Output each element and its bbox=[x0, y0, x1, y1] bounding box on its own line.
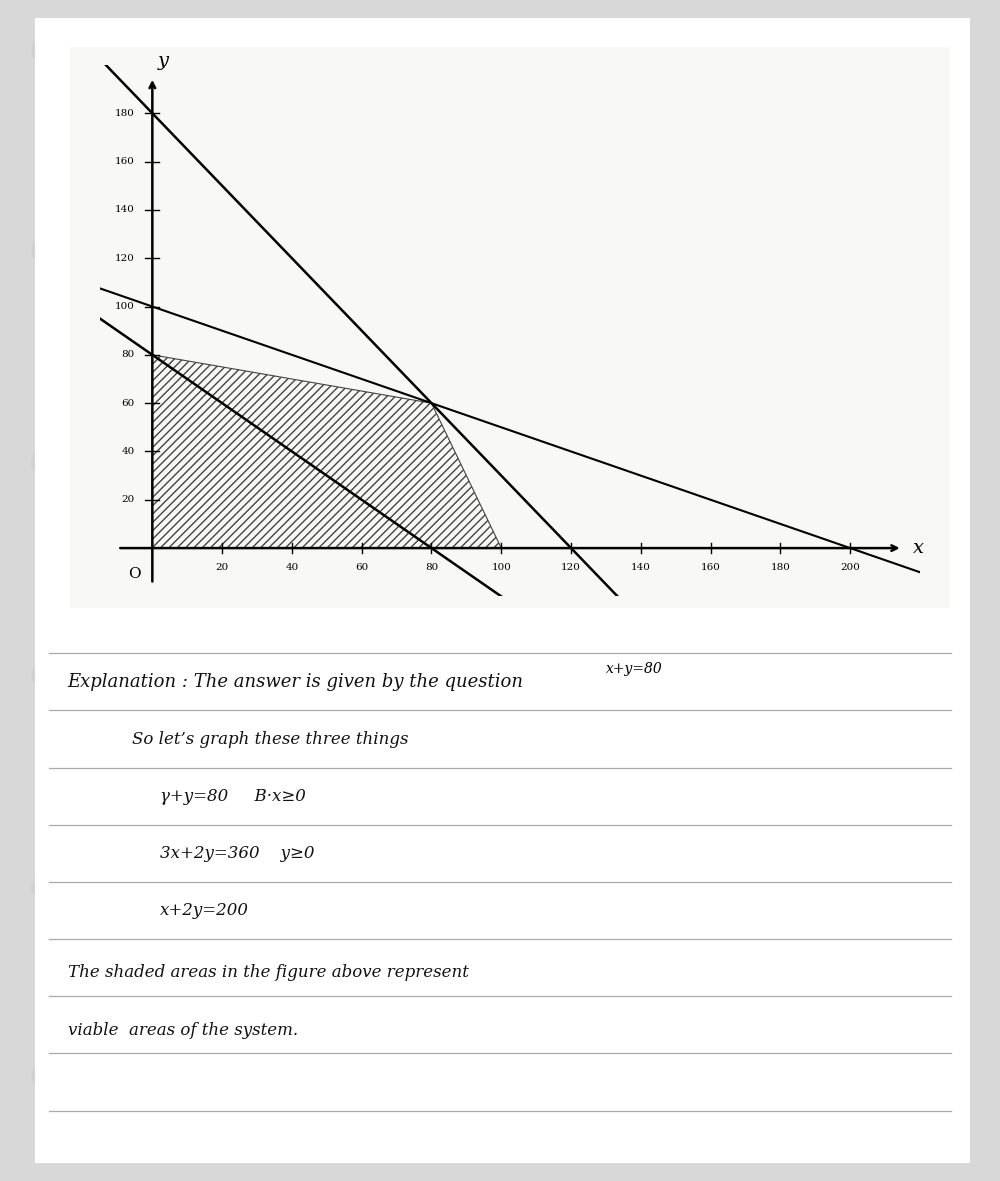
Text: Gouth: Gouth bbox=[520, 233, 644, 267]
Text: 60: 60 bbox=[355, 562, 368, 572]
Text: 180: 180 bbox=[770, 562, 790, 572]
Text: Gouth: Gouth bbox=[760, 233, 884, 267]
Text: 160: 160 bbox=[115, 157, 135, 167]
Text: 100: 100 bbox=[115, 302, 135, 311]
Text: Explanation : The answer is given by the question: Explanation : The answer is given by the… bbox=[68, 673, 524, 691]
Text: x+2y=200: x+2y=200 bbox=[160, 902, 249, 919]
Text: 3x+2y=360    y≥0: 3x+2y=360 y≥0 bbox=[160, 844, 314, 862]
Text: x: x bbox=[913, 539, 924, 557]
Text: 20: 20 bbox=[122, 495, 135, 504]
Text: 80: 80 bbox=[122, 351, 135, 359]
Text: 200: 200 bbox=[840, 562, 860, 572]
Text: 120: 120 bbox=[561, 562, 581, 572]
Text: Gouth: Gouth bbox=[270, 870, 394, 905]
Text: x+y=80: x+y=80 bbox=[606, 661, 663, 676]
Text: 20: 20 bbox=[216, 562, 229, 572]
Text: 80: 80 bbox=[425, 562, 438, 572]
Text: Gouth: Gouth bbox=[760, 1059, 884, 1094]
Text: y: y bbox=[157, 52, 168, 70]
Text: Gouth: Gouth bbox=[270, 445, 394, 479]
Text: Gouth: Gouth bbox=[520, 870, 644, 905]
Text: Gouth: Gouth bbox=[270, 1059, 394, 1094]
Text: 40: 40 bbox=[122, 446, 135, 456]
Text: Gouth: Gouth bbox=[760, 32, 884, 66]
Text: 40: 40 bbox=[285, 562, 299, 572]
Text: 180: 180 bbox=[115, 109, 135, 118]
Text: Gouth: Gouth bbox=[270, 32, 394, 66]
Text: 100: 100 bbox=[491, 562, 511, 572]
Text: Gouth: Gouth bbox=[30, 445, 154, 479]
Text: 160: 160 bbox=[701, 562, 721, 572]
Text: Gouth: Gouth bbox=[760, 870, 884, 905]
Text: Gouth: Gouth bbox=[30, 233, 154, 267]
Text: 60: 60 bbox=[122, 399, 135, 407]
Text: Gouth: Gouth bbox=[270, 658, 394, 692]
Text: The shaded areas in the figure above represent: The shaded areas in the figure above rep… bbox=[68, 965, 468, 981]
Text: Gouth: Gouth bbox=[30, 32, 154, 66]
Text: Gouth: Gouth bbox=[520, 658, 644, 692]
Text: Gouth: Gouth bbox=[520, 32, 644, 66]
Text: O: O bbox=[129, 567, 141, 581]
FancyBboxPatch shape bbox=[26, 6, 979, 1175]
Text: So let’s graph these three things: So let’s graph these three things bbox=[132, 731, 409, 748]
Text: Gouth: Gouth bbox=[760, 445, 884, 479]
Text: γ+y=80     B·x≥0: γ+y=80 B·x≥0 bbox=[160, 788, 305, 804]
Text: Gouth: Gouth bbox=[30, 658, 154, 692]
Text: viable  areas of the system.: viable areas of the system. bbox=[68, 1022, 298, 1038]
FancyBboxPatch shape bbox=[61, 41, 959, 614]
Text: Gouth: Gouth bbox=[760, 658, 884, 692]
Text: Gouth: Gouth bbox=[520, 1059, 644, 1094]
Text: 140: 140 bbox=[631, 562, 651, 572]
Text: Gouth: Gouth bbox=[30, 1059, 154, 1094]
Text: Gouth: Gouth bbox=[270, 233, 394, 267]
Text: 120: 120 bbox=[115, 254, 135, 262]
Text: 140: 140 bbox=[115, 205, 135, 215]
Text: Gouth: Gouth bbox=[520, 445, 644, 479]
Text: Gouth: Gouth bbox=[30, 870, 154, 905]
